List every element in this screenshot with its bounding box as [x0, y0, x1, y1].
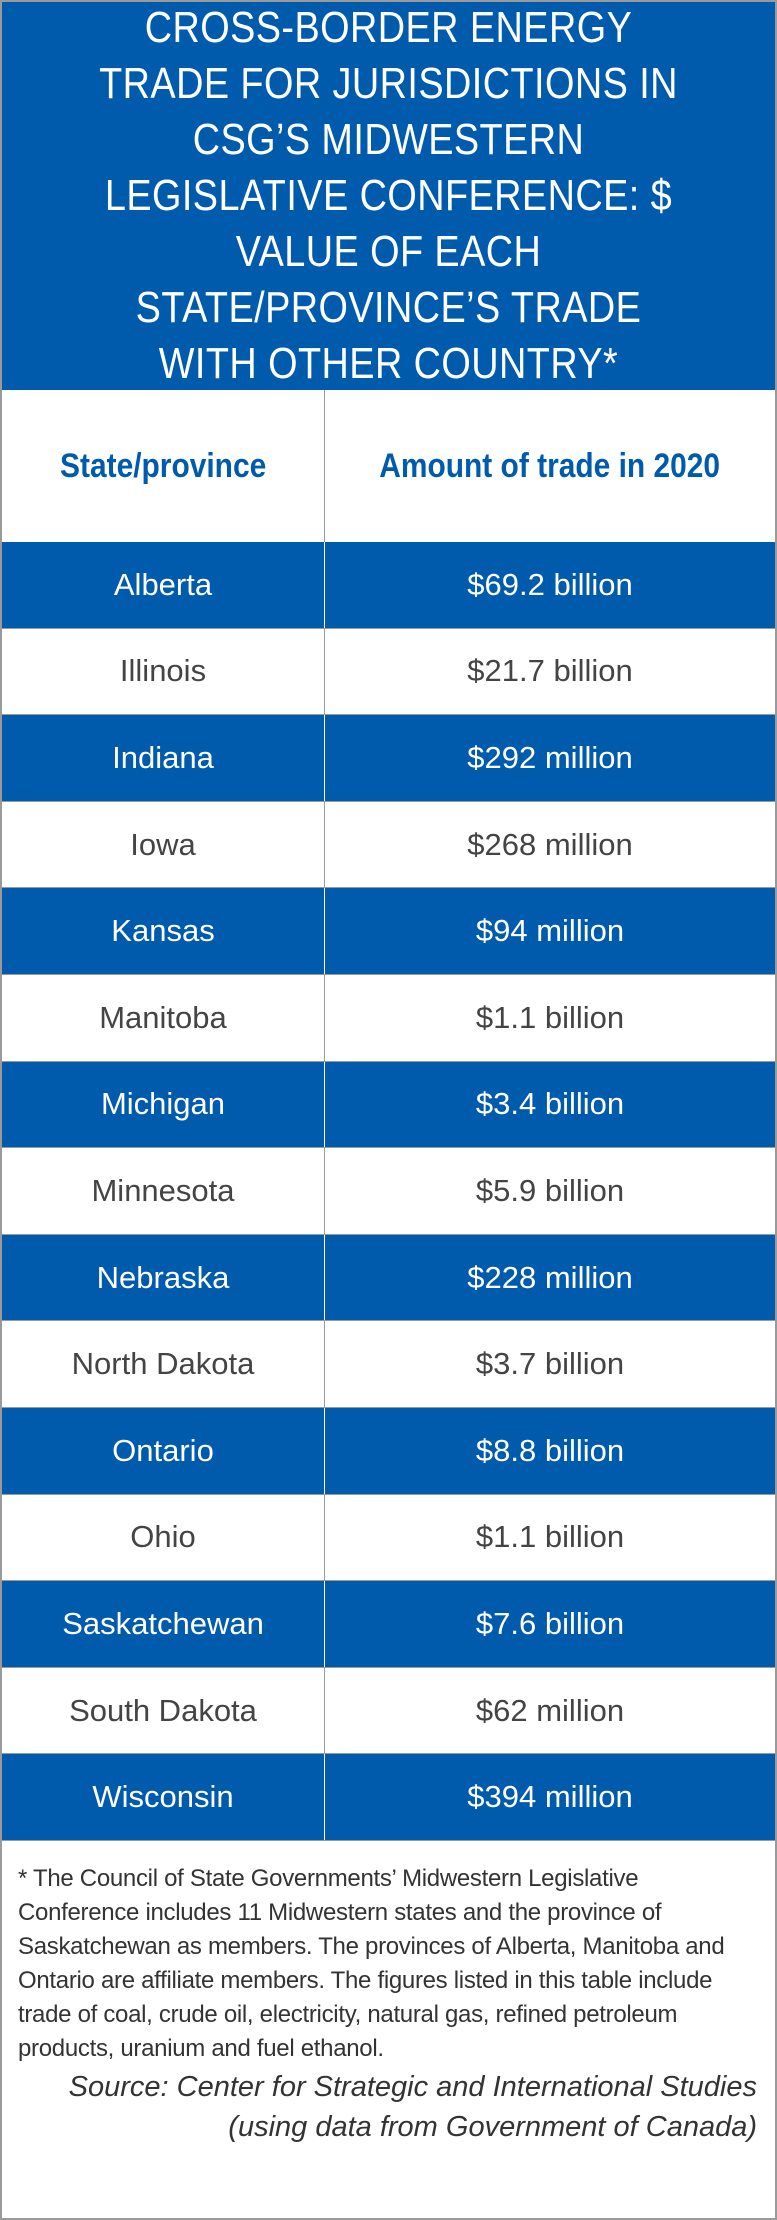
trade-amount-cell: $268 million	[467, 826, 633, 862]
table-row: South Dakota $62 million	[2, 1667, 775, 1755]
table-row: Ontario $8.8 billion	[2, 1407, 775, 1495]
state-name-cell: Ohio	[2, 1494, 325, 1581]
state-name-cell: Nebraska	[2, 1234, 325, 1321]
state-name-cell: Indiana	[2, 715, 325, 801]
trade-amount-cell: $3.4 billion	[475, 1086, 625, 1122]
title-banner: Cross-border energy trade for jurisdicti…	[2, 2, 775, 390]
trade-amount-cell: $292 million	[467, 739, 633, 775]
trade-table: State/province Amount of trade in 2020 A…	[2, 390, 775, 1841]
state-name-cell: Manitoba	[2, 974, 325, 1061]
source-credit: Source: Center for Strategic and Interna…	[17, 2067, 757, 2147]
table-row: Iowa $268 million	[2, 801, 775, 889]
state-name-cell: Wisconsin	[2, 1754, 325, 1840]
state-name-cell: North Dakota	[2, 1321, 325, 1407]
table-row: North Dakota $3.7 billion	[2, 1321, 775, 1408]
footnote: * The Council of State Governments’ Midw…	[18, 1865, 725, 2062]
trade-amount-cell: $1.1 billion	[475, 1519, 625, 1555]
trade-amount-cell: $94 million	[475, 913, 625, 949]
table-row: Illinois $21.7 billion	[2, 628, 775, 716]
state-name-cell: South Dakota	[2, 1667, 325, 1754]
trade-amount-cell: $5.9 billion	[475, 1172, 625, 1208]
table-row: Ohio $1.1 billion	[2, 1494, 775, 1582]
state-name-cell: Illinois	[2, 628, 325, 715]
state-name-cell: Alberta	[2, 542, 325, 628]
column-header-amount: Amount of trade in 2020	[379, 446, 721, 485]
table-row: Nebraska $228 million	[2, 1234, 775, 1322]
trade-amount-cell: $1.1 billion	[475, 999, 625, 1035]
table-row: Saskatchewan $7.6 billion	[2, 1581, 775, 1668]
state-name-cell: Ontario	[2, 1407, 325, 1494]
table-row: Indiana $292 million	[2, 715, 775, 802]
trade-amount-cell: $3.7 billion	[475, 1346, 625, 1382]
trade-amount-cell: $228 million	[467, 1259, 633, 1295]
table-row: Kansas $94 million	[2, 888, 775, 975]
state-name-cell: Iowa	[2, 801, 325, 888]
state-name-cell: Kansas	[2, 888, 325, 974]
trade-amount-cell: $69.2 billion	[467, 566, 633, 602]
state-name-cell: Michigan	[2, 1061, 325, 1148]
source-line-1: Source: Center for Strategic and Interna…	[68, 2071, 757, 2103]
trade-amount-cell: $394 million	[467, 1779, 633, 1815]
trade-amount-cell: $7.6 billion	[475, 1605, 625, 1641]
table-row: Alberta $69.2 billion	[2, 542, 775, 629]
trade-amount-cell: $8.8 billion	[475, 1432, 625, 1468]
table-row: Minnesota $5.9 billion	[2, 1148, 775, 1235]
table-row: Wisconsin $394 million	[2, 1754, 775, 1841]
table-header-row: State/province Amount of trade in 2020	[2, 390, 775, 542]
state-name-cell: Saskatchewan	[2, 1581, 325, 1667]
table-row: Michigan $3.4 billion	[2, 1061, 775, 1149]
table-row: Manitoba $1.1 billion	[2, 974, 775, 1062]
source-line-2: (using data from Government of Canada)	[228, 2111, 757, 2143]
state-name-cell: Minnesota	[2, 1148, 325, 1234]
trade-amount-cell: $21.7 billion	[467, 653, 633, 689]
trade-amount-cell: $62 million	[475, 1692, 625, 1728]
column-header-state: State/province	[2, 390, 325, 542]
chart-title: Cross-border energy trade for jurisdicti…	[99, 3, 678, 388]
